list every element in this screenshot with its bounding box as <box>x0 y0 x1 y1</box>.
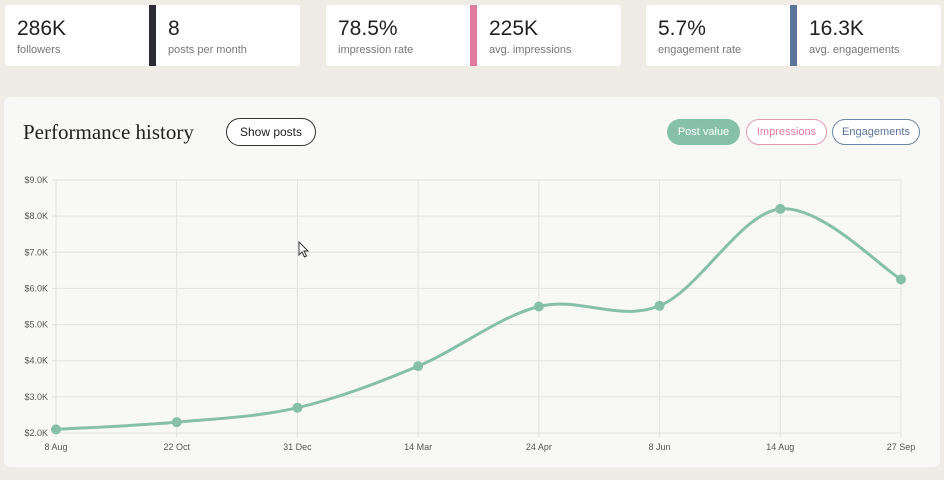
y-tick-label: $5.0K <box>24 320 48 330</box>
x-tick-label: 8 Jun <box>649 442 671 452</box>
post-value-filter[interactable]: Post value <box>667 119 740 145</box>
x-tick-label: 24 Apr <box>526 442 552 452</box>
x-tick-label: 27 Sep <box>887 442 916 452</box>
engagement-card: 5.7% engagement rate 16.3K avg. engageme… <box>646 5 941 66</box>
y-tick-label: $3.0K <box>24 392 48 402</box>
impression-rate-stat: 78.5% impression rate <box>326 5 470 66</box>
engagements-filter[interactable]: Engagements <box>832 119 920 145</box>
panel-title: Performance history <box>23 120 194 144</box>
posts-per-month-stat: 8 posts per month <box>156 5 247 66</box>
posts-per-month-value: 8 <box>168 17 180 40</box>
followers-card: 286K followers 8 posts per month <box>5 5 300 66</box>
post-value-point <box>775 203 786 214</box>
y-tick-label: $6.0K <box>24 283 48 293</box>
followers-label: followers <box>17 44 61 56</box>
post-value-point <box>413 361 424 372</box>
avg-engagements-value: 16.3K <box>809 17 864 40</box>
y-tick-label: $9.0K <box>24 175 48 185</box>
post-value-point <box>654 300 665 311</box>
post-value-point <box>51 424 61 435</box>
y-tick-label: $2.0K <box>24 428 48 438</box>
y-tick-label: $7.0K <box>24 247 48 257</box>
y-tick-label: $4.0K <box>24 356 48 366</box>
post-value-series-line <box>54 207 903 431</box>
impressions-filter[interactable]: Impressions <box>746 119 827 145</box>
post-value-point <box>292 402 303 413</box>
avg-impressions-value: 225K <box>489 17 539 40</box>
engagement-rate-label: engagement rate <box>658 44 742 56</box>
impression-rate-value: 78.5% <box>338 17 398 40</box>
performance-panel: Performance history Show posts Post valu… <box>4 97 940 467</box>
mouse-cursor-icon <box>298 241 310 258</box>
avg-engagements-stat: 16.3K avg. engagements <box>797 5 900 66</box>
x-tick-label: 31 Dec <box>283 442 312 452</box>
x-tick-label: 8 Aug <box>44 442 67 452</box>
show-posts-button[interactable]: Show posts <box>226 118 316 146</box>
x-tick-label: 22 Oct <box>163 442 190 452</box>
post-value-point <box>896 274 906 285</box>
dark-accent-bar <box>149 5 156 66</box>
x-tick-label: 14 Aug <box>766 442 794 452</box>
followers-stat: 286K followers <box>5 5 149 66</box>
avg-impressions-stat: 225K avg. impressions <box>477 5 572 66</box>
pink-accent-bar <box>470 5 477 66</box>
y-tick-label: $8.0K <box>24 211 48 221</box>
engagement-rate-stat: 5.7% engagement rate <box>646 5 790 66</box>
post-value-point <box>171 417 182 428</box>
avg-impressions-label: avg. impressions <box>489 44 572 56</box>
post-value-point <box>533 301 544 312</box>
followers-value: 286K <box>17 17 67 40</box>
impressions-card: 78.5% impression rate 225K avg. impressi… <box>326 5 621 66</box>
impression-rate-label: impression rate <box>338 44 414 56</box>
posts-per-month-label: posts per month <box>168 44 247 56</box>
avg-engagements-label: avg. engagements <box>809 44 900 56</box>
engagement-rate-value: 5.7% <box>658 17 706 40</box>
blue-accent-bar <box>790 5 797 66</box>
x-tick-label: 14 Mar <box>404 442 432 452</box>
